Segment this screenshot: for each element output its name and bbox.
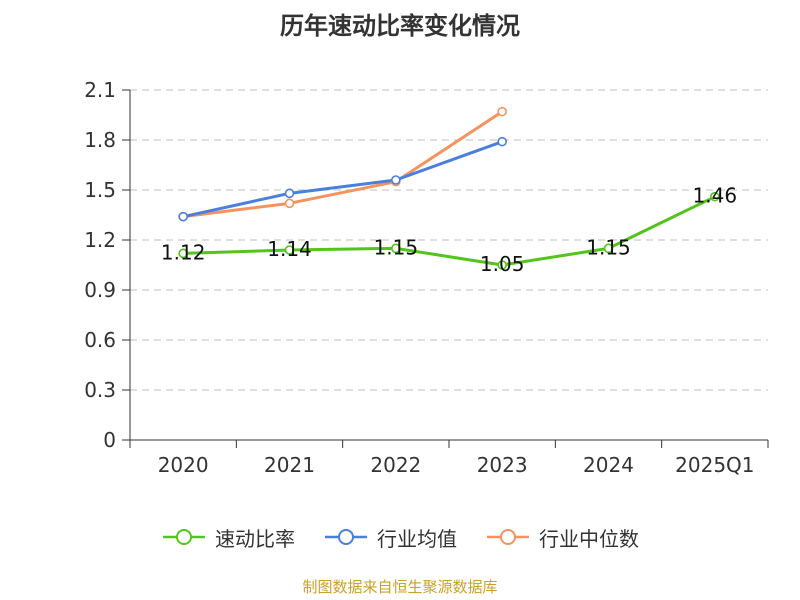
grid-lines [130,89,768,391]
series-points [178,106,720,270]
data-point [178,248,188,259]
y-tick-label: 1.2 [84,228,116,252]
data-label: 1.14 [267,237,312,261]
legend-label: 行业中位数 [539,526,639,551]
series-line [181,110,504,219]
source-note: 制图数据来自恒生聚源数据库 [302,578,498,596]
y-tick-label: 1.5 [84,178,116,202]
y-tick-label: 0.9 [84,278,116,302]
data-point [391,175,401,185]
x-tick-label: 2024 [583,453,634,477]
chart-title: 历年速动比率变化情况 [280,12,520,40]
data-labels: 1.12 1.14 1.15 1.05 1.15 1.46 [161,184,737,276]
data-point [284,188,295,199]
legend-item[interactable]: 速动比率 [161,523,295,552]
data-label: 1.12 [161,240,206,264]
y-tick-label: 0.6 [84,328,116,352]
data-point [497,260,507,270]
y-tick-label: 1.8 [84,128,116,152]
data-label: 1.46 [693,184,738,208]
data-label: 1.05 [480,252,525,276]
legend-label: 速动比率 [215,526,295,551]
x-tick-label: 2021 [264,453,315,477]
series-lines [181,110,717,267]
data-label: 1.15 [374,235,419,259]
series-line [181,195,717,267]
legend-item[interactable]: 行业中位数 [485,523,639,552]
y-tick-label: 0 [103,428,116,452]
legend-line-circle-icon [325,529,367,545]
data-label: 1.15 [586,235,631,259]
data-point [391,243,401,254]
data-point [497,136,507,147]
line-chart: 0 0.3 0.6 0.9 1.2 1.5 1.8 2.1 2020 2021 2022 2023 20… [84,78,769,477]
legend: 速动比率 行业均值 行业中位数 [0,520,800,554]
y-tick-label: 2.1 [84,78,116,102]
legend-line-circle-icon [487,529,529,545]
x-tick-label: 2020 [158,453,209,477]
legend-label: 行业均值 [377,526,457,551]
data-point [178,211,188,222]
data-point [497,106,507,117]
x-tick-label: 2022 [370,453,421,477]
data-point [603,243,614,254]
axes: 0 0.3 0.6 0.9 1.2 1.5 1.8 2.1 2020 2021 2022 2023 20… [84,78,769,477]
x-tick-label: 2025Q1 [675,453,754,477]
legend-line-circle-icon [163,529,205,545]
data-point [710,191,720,202]
legend-item[interactable]: 行业均值 [323,523,457,552]
data-point [284,245,295,255]
data-point [284,198,295,209]
y-tick-label: 0.3 [84,378,116,402]
series-line [181,140,504,219]
x-tick-label: 2023 [477,453,528,477]
